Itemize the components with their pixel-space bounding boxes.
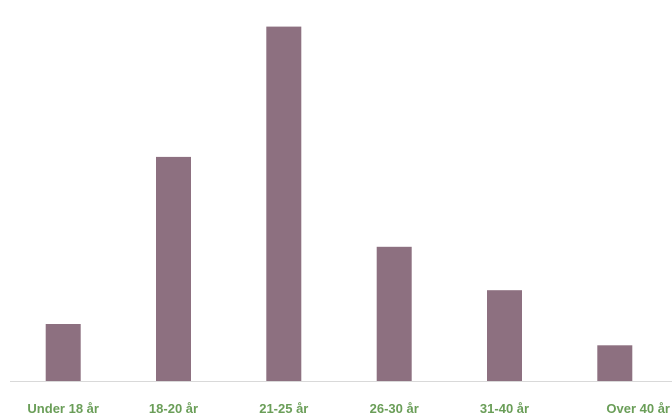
bar-5 [597,345,633,381]
bar-4 [487,290,522,381]
x-tick-label: 31-40 år [480,401,529,416]
x-tick-label: 21-25 år [259,401,308,416]
x-tick-label: 26-30 år [370,401,419,416]
x-tick-labels: Under 18 år 18-20 år 21-25 år 26-30 år 31-40… [27,401,670,416]
x-tick-label: Over 40 år [606,401,670,416]
bar-1 [156,156,191,381]
bar-0 [45,324,81,381]
bars-group [45,26,633,381]
bar-2 [266,26,302,381]
bar-3 [376,246,412,381]
x-tick-label: Under 18 år [27,401,99,416]
x-tick-label: 18-20 år [149,401,198,416]
